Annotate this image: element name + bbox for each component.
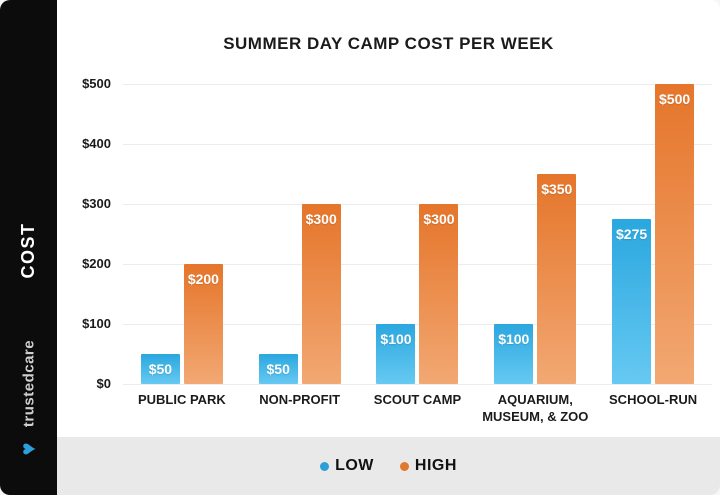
- sidebar: COST trustedcare ♥: [0, 0, 57, 495]
- y-tick-label: $300: [82, 196, 111, 211]
- bar-group: $100 $350 AQUARIUM, MUSEUM, & ZOO: [482, 84, 588, 424]
- chart-title: SUMMER DAY CAMP COST PER WEEK: [223, 34, 554, 53]
- bar-group: $275 $500 SCHOOL-RUN: [609, 84, 697, 407]
- bar-group: $50 $300 NON-PROFIT: [258, 84, 341, 407]
- cost-axis-title: COST: [18, 222, 38, 279]
- y-tick-label: $500: [82, 76, 111, 91]
- gridline: [123, 324, 712, 325]
- bar-high: $200: [183, 264, 223, 384]
- y-tick-label: $0: [96, 376, 111, 391]
- bar-low: $100: [494, 324, 534, 384]
- bar-value-label: $300: [305, 211, 337, 227]
- category-label: NON-PROFIT: [259, 392, 341, 407]
- bar-low: $275: [612, 219, 652, 384]
- gridline: [123, 264, 712, 265]
- gridline: [123, 204, 712, 205]
- y-tick-label: $400: [82, 136, 111, 151]
- gridline: [123, 384, 712, 385]
- bar-low: $50: [258, 354, 298, 384]
- bar-low: $100: [376, 324, 416, 384]
- bar-high: $350: [537, 174, 577, 384]
- gridline: [123, 84, 712, 85]
- legend: LOW HIGH: [57, 437, 720, 495]
- bar-pair: $100 $300: [376, 84, 459, 384]
- y-tick-label: $200: [82, 256, 111, 271]
- heart-icon: ♥: [15, 442, 41, 456]
- y-tick-label: $100: [82, 316, 111, 331]
- bar-value-label: $100: [498, 331, 530, 347]
- bar-value-label: $500: [659, 91, 691, 107]
- category-label: AQUARIUM, MUSEUM, & ZOO: [482, 392, 589, 424]
- bar-value-label: $100: [380, 331, 412, 347]
- legend-item-high: HIGH: [399, 457, 457, 475]
- category-label: SCHOOL-RUN: [609, 392, 698, 407]
- legend-item-low: LOW: [320, 457, 374, 475]
- bar-pair: $100 $350: [494, 84, 577, 384]
- bar-value-label: $275: [616, 226, 648, 242]
- bar-pair: $50 $200: [140, 84, 223, 384]
- bar-value-label: $50: [148, 361, 173, 377]
- plot-area: $50 $200 PUBLIC PARK $50 $300 NON-PROFIT $100 $…: [123, 84, 712, 424]
- bar-value-label: $200: [187, 271, 219, 287]
- bar-pair: $275 $500: [612, 84, 695, 384]
- category-label: PUBLIC PARK: [137, 392, 226, 407]
- chart-panel: SUMMER DAY CAMP COST PER WEEK $0 $100 $200…: [57, 0, 720, 495]
- gridline: [123, 144, 712, 145]
- bar-group: $100 $300 SCOUT CAMP: [374, 84, 461, 407]
- bar-value-label: $300: [423, 211, 455, 227]
- y-axis: $0 $100 $200 $300 $400 $500: [57, 76, 115, 391]
- bar-group: $50 $200 PUBLIC PARK: [138, 84, 226, 407]
- bar-low: $50: [140, 354, 180, 384]
- legend-dot-icon: [320, 461, 330, 471]
- chart-area: $0 $100 $200 $300 $400 $500 $50 $200 PUBLIC PAR…: [57, 76, 720, 424]
- category-label: SCOUT CAMP: [373, 392, 462, 407]
- legend-dot-icon: [399, 461, 409, 471]
- bar-value-label: $50: [266, 361, 290, 377]
- bar-value-label: $350: [541, 181, 573, 197]
- bar-high: $300: [419, 204, 459, 384]
- bar-high: $500: [655, 84, 695, 384]
- legend-label: LOW: [335, 457, 374, 474]
- bar-high: $300: [301, 204, 341, 384]
- legend-label: HIGH: [414, 457, 457, 474]
- bar-pair: $50 $300: [258, 84, 341, 384]
